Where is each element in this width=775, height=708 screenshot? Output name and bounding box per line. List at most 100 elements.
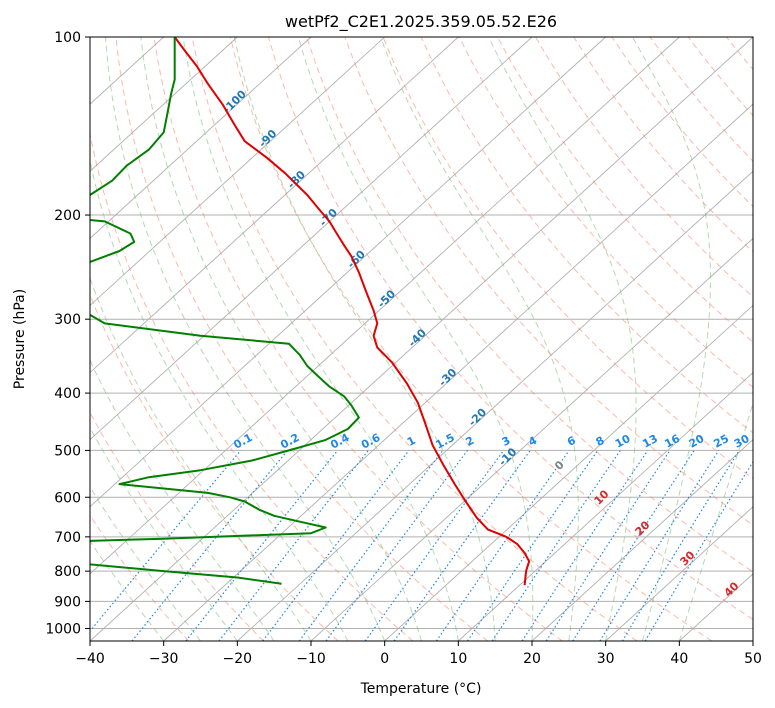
temperature-line [173,37,531,586]
mixing-ratio-line [90,450,242,632]
moist-adiabat-line [678,401,753,641]
mixing-ratio-label: 16 [662,432,682,451]
y-axis-label: Pressure (hPa) [12,289,28,389]
dry-adiabat-line [344,37,753,526]
mixing-ratio-line [218,450,369,641]
y-tick-label: 300 [54,312,81,328]
isotherm-line [163,103,753,641]
mixing-ratio-label: 36 [753,432,773,451]
isotherm-line [90,37,533,441]
dry-adiabat-line [153,37,563,641]
mixing-ratio-label: 30 [732,432,752,451]
mixing-ratio-label: 6 [565,434,578,449]
moist-adiabat-line [90,540,165,641]
moist-adiabat-line [90,276,312,641]
mixing-ratio-line [131,450,289,641]
profile-lines [90,37,531,586]
y-tick-label: 800 [54,564,81,580]
isotherm-label: -10 [496,445,519,468]
y-tick-label: 100 [54,30,81,46]
mixing-ratio-label: 0.1 [231,431,254,452]
moist-adiabat-line [182,37,459,641]
dry-adiabat-label: 30 [678,548,698,568]
isotherm-label: -90 [256,127,279,150]
mixing-ratio-line [325,450,468,641]
mixing-ratio-line [466,450,599,641]
mixing-ratio-line [621,450,740,641]
dry-adiabat-line [649,37,753,162]
isotherm-line [90,37,312,239]
moist-adiabat-line [90,426,238,641]
mixing-ratio-label: 10 [613,432,633,451]
isotherm-line [237,170,753,641]
moist-adiabat-line [105,37,386,641]
mixing-ratio-label: 20 [687,432,707,451]
isotherm-line [605,506,753,641]
y-tick-label: 1000 [45,621,81,637]
mixing-ratio-line [393,450,531,641]
dry-adiabat-line [496,37,753,343]
dry-adiabat-label: 0 [552,458,567,473]
dry-adiabat-line [535,37,753,298]
dry-adiabat-line [229,37,712,641]
isotherm-label: -40 [406,326,429,349]
moist-adiabat-line [632,37,711,641]
mixing-ratio-line [435,450,570,641]
chart-title: wetPf2_C2E1.2025.359.05.52.E26 [285,12,557,32]
axis-ticks: −40 −30 −20 −10 0 10 20 30 40 5010020030040050060… [45,30,762,667]
mixing-ratio-label: 1 [405,434,418,449]
isotherm-line [90,37,606,508]
mixing-ratio-line [262,450,410,641]
mixing-ratio-label: 1.5 [433,431,456,452]
y-tick-label: 200 [54,208,81,224]
mixing-ratio-label: 2 [463,434,476,449]
dry-adiabat-line [306,37,753,573]
isotherm-line [531,439,753,641]
isotherm-label: -20 [466,406,489,429]
mixing-ratio-label: 13 [640,432,660,451]
dry-adiabat-line [115,37,488,641]
y-tick-label: 500 [54,443,81,459]
mixing-ratio-line [364,450,505,641]
mixing-ratio-label: 0.6 [359,431,383,452]
dry-adiabat-line [191,37,638,641]
dry-adiabat-label: 40 [722,579,742,599]
mixing-ratio-label: 8 [594,434,607,449]
x-tick-label: −30 [149,651,179,667]
moist-adiabat-line [140,37,422,641]
mixing-ratio-line [572,450,695,641]
isotherm-label: -50 [375,287,398,310]
dry-adiabat-line [90,131,414,641]
dewpoint-line [90,37,360,585]
mixing-ratio-line [298,450,444,641]
isotherm-label: -100 [220,87,249,116]
mixing-ratio-label: 25 [711,432,731,451]
moist-adiabat-line [233,37,496,641]
x-tick-label: 10 [449,651,467,667]
dry-adiabat-line [573,37,753,253]
mixing-ratio-line [599,450,720,641]
y-tick-label: 900 [54,594,81,610]
isotherm-line [90,37,680,575]
plot-frame [89,36,754,642]
x-axis-label: Temperature (°C) [360,681,482,697]
mixing-ratio-label: 4 [526,434,539,449]
isotherm-line [90,37,238,172]
isotherm-label: -30 [436,366,459,389]
dry-adiabat-line [687,37,753,117]
isotherm-line [90,37,459,374]
mixing-ratio-label: 0.4 [328,431,352,452]
x-tick-label: 0 [380,651,389,667]
dry-adiabat-line [726,37,753,71]
dry-adiabat-line [420,37,753,434]
moist-adiabat-line [90,485,201,641]
isotherm-line [384,304,753,641]
dry-adiabat-line [611,37,753,208]
moist-adiabat-line [380,37,579,641]
x-tick-label: 30 [597,651,615,667]
x-tick-label: 50 [744,651,762,667]
mixing-ratio-line [185,450,339,641]
x-tick-label: −20 [223,651,253,667]
isotherm-label: -80 [285,168,308,191]
